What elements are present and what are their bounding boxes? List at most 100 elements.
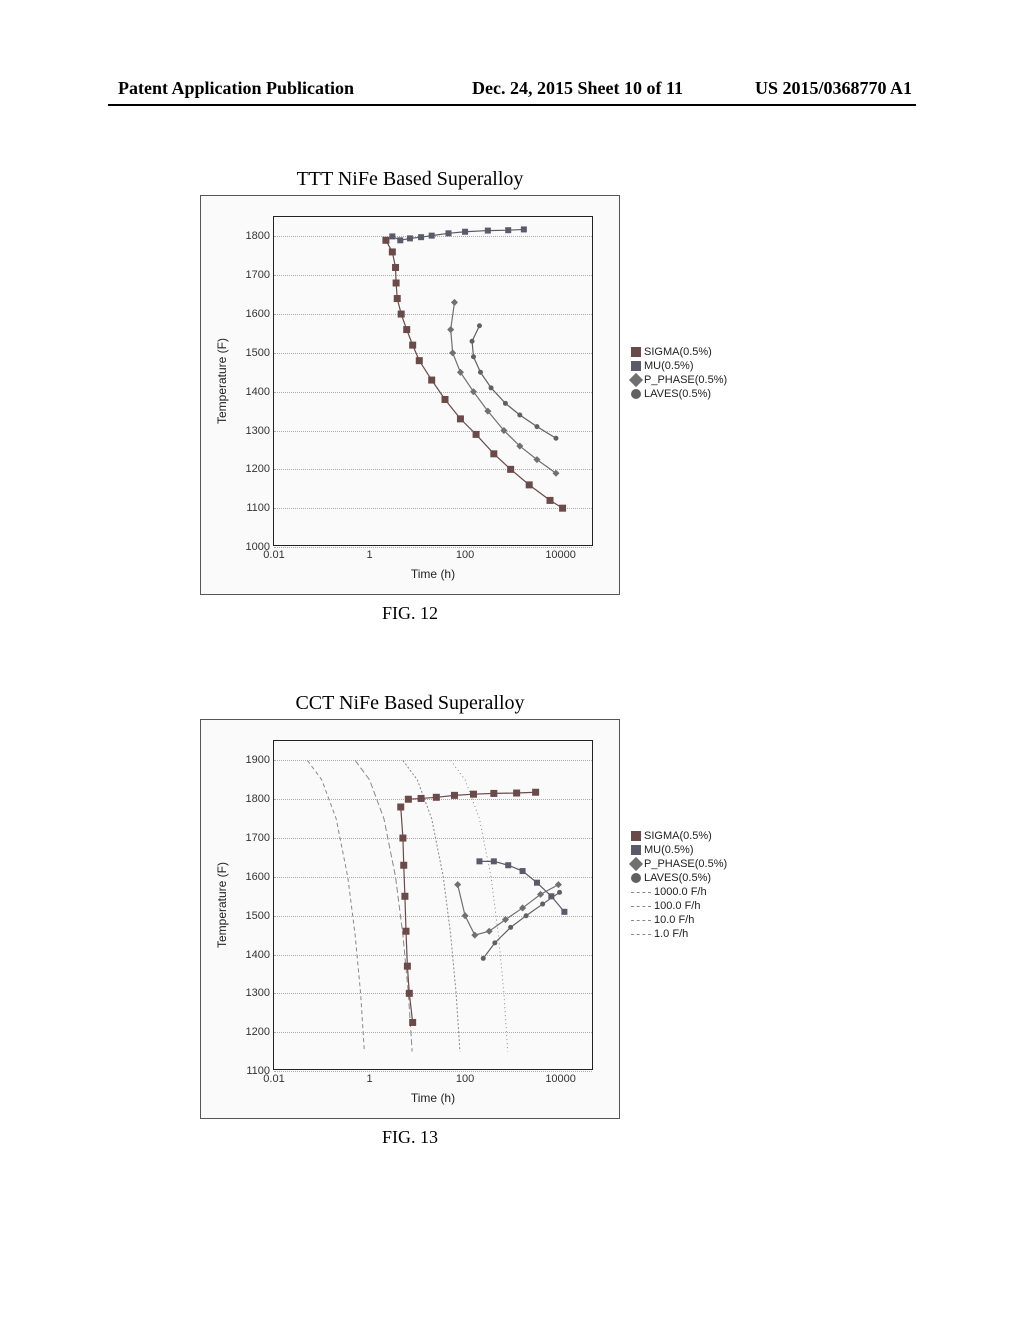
legend-marker-icon [629,857,643,871]
series-marker [454,881,461,888]
gridline [274,1071,592,1072]
series-marker [476,858,482,864]
series-marker [449,349,456,356]
legend-label: 1.0 F/h [654,928,688,940]
series-marker [520,868,526,874]
series-marker [481,956,486,961]
series-marker [418,234,424,240]
series-marker [457,369,464,376]
series-marker [477,323,482,328]
series-marker [401,893,408,900]
series-marker [399,835,406,842]
legend-item: 100.0 F/h [631,900,727,912]
legend-marker-icon [631,831,641,841]
series-marker [559,505,566,512]
series-marker [517,413,522,418]
series-line [458,885,559,935]
legend-item: 1.0 F/h [631,928,727,940]
series-marker [553,436,558,441]
series-marker [555,881,562,888]
cooling-curve [451,760,508,1051]
legend-marker-icon [629,373,643,387]
xtick-label: 0.01 [263,1069,284,1085]
series-marker [491,858,497,864]
xtick-label: 10000 [545,545,576,561]
series-marker [513,790,520,797]
legend-item: LAVES(0.5%) [631,388,727,400]
series-marker [532,789,539,796]
legend-marker-icon [631,347,641,357]
x-axis-label: Time (h) [411,567,455,581]
series-marker [409,342,416,349]
fig13-caption: FIG. 13 [382,1127,438,1148]
series-marker [429,233,435,239]
ytick-label: 1900 [246,754,274,766]
ytick-label: 1700 [246,832,274,844]
series-marker [505,862,511,868]
series-marker [473,431,480,438]
series-marker [407,235,413,241]
series-marker [561,909,567,915]
legend-label: SIGMA(0.5%) [644,346,712,358]
legend-item: MU(0.5%) [631,844,727,856]
legend-label: MU(0.5%) [644,360,694,372]
series-marker [526,481,533,488]
header-left: Patent Application Publication [118,78,354,99]
series-line [472,326,556,439]
series-marker [397,237,403,243]
legend-line-icon [631,906,651,907]
series-marker [389,233,395,239]
series-marker [392,264,399,271]
series-marker [433,794,440,801]
series-marker [416,357,423,364]
legend-label: MU(0.5%) [644,844,694,856]
legend-marker-icon [631,873,641,883]
series-marker [534,880,540,886]
header-right: US 2015/0368770 A1 [755,78,912,99]
series-marker [470,339,475,344]
series-line [483,892,559,958]
xtick-label: 0.01 [263,545,284,561]
series-marker [405,796,412,803]
series-marker [389,248,396,255]
fig13-chart-title: CCT NiFe Based Superalloy [295,692,524,715]
series-marker [534,424,539,429]
xtick-label: 100 [456,545,474,561]
fig12-caption: FIG. 12 [382,603,438,624]
series-marker [400,862,407,869]
gridline [274,547,592,548]
ytick-label: 1300 [246,425,274,437]
series-marker [397,804,404,811]
xtick-label: 10000 [545,1069,576,1085]
y-axis-label: Temperature (F) [215,862,229,948]
series-marker [503,401,508,406]
series-marker [462,912,469,919]
series-marker [540,902,545,907]
series-marker [403,326,410,333]
legend-label: LAVES(0.5%) [644,388,711,400]
legend-item: SIGMA(0.5%) [631,346,727,358]
ytick-label: 1300 [246,987,274,999]
xtick-label: 1 [366,1069,372,1085]
fig12-chart-box: 1000110012001300140015001600170018000.01… [200,195,620,595]
ytick-label: 1700 [246,269,274,281]
plot-area: 1100120013001400150016001700180019000.01… [273,740,593,1070]
series-marker [490,450,497,457]
figure-12: TTT NiFe Based Superalloy 10001100120013… [200,168,620,624]
ytick-label: 1400 [246,949,274,961]
ytick-label: 1400 [246,386,274,398]
legend-line-icon [631,892,651,893]
fig13-chart-wrap: 1100120013001400150016001700180019000.01… [200,719,620,1119]
series-marker [462,229,468,235]
series-marker [492,940,497,945]
series-marker [478,370,483,375]
series-marker [557,890,562,895]
x-axis-label: Time (h) [411,1091,455,1105]
series-marker [382,237,389,244]
series-marker [394,295,401,302]
series-marker [428,377,435,384]
ytick-label: 1100 [246,502,274,514]
y-axis-label: Temperature (F) [215,338,229,424]
fig12-chart-wrap: 1000110012001300140015001600170018000.01… [200,195,620,595]
legend-item: MU(0.5%) [631,360,727,372]
